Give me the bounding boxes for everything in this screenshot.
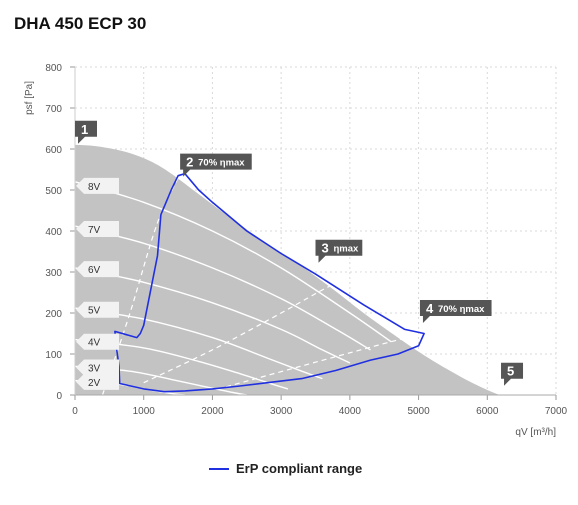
x-tick-label: 0 xyxy=(72,406,78,417)
voltage-curve xyxy=(74,307,323,380)
legend[interactable]: ErP compliant range xyxy=(209,461,362,476)
point-label: 3 ηmax xyxy=(315,239,363,263)
x-tick-label: 7000 xyxy=(545,406,568,417)
voltage-label-text: 7V xyxy=(88,225,101,236)
voltage-label: 7V xyxy=(76,220,119,237)
y-tick-label: 0 xyxy=(56,391,62,402)
x-tick-label: 4000 xyxy=(339,406,362,417)
y-tick-label: 500 xyxy=(45,186,62,197)
y-tick-label: 200 xyxy=(45,309,62,320)
point-label-text: 70% ηmax xyxy=(198,158,245,169)
voltage-curve xyxy=(74,225,371,351)
voltage-label-text: 3V xyxy=(88,364,101,375)
point-label: 2 70% ηmax xyxy=(180,153,252,177)
point-label-tag xyxy=(315,239,363,263)
y-tick-label: 100 xyxy=(45,350,62,361)
point-label-number: 4 xyxy=(426,301,434,316)
point-label-text: ηmax xyxy=(334,244,360,255)
point-label-text: 70% ηmax xyxy=(438,304,485,315)
operating-envelope xyxy=(75,144,501,395)
voltage-curve xyxy=(74,267,351,364)
y-tick-label: 800 xyxy=(45,63,62,74)
voltage-curve xyxy=(74,181,392,343)
point-label-tag xyxy=(501,362,524,386)
voltage-label-text: 4V xyxy=(88,338,101,349)
y-tick-label: 600 xyxy=(45,145,62,156)
point-labels: 1 2 70% ηmax 3 ηmax 4 70% ηmax 5 xyxy=(75,120,524,386)
voltage-label-tag xyxy=(76,333,119,350)
voltage-label: 8V xyxy=(76,177,119,194)
legend-swatch xyxy=(209,467,229,470)
point-label-number: 3 xyxy=(322,241,329,256)
x-tick-label: 6000 xyxy=(476,406,499,417)
legend-label: ErP compliant range xyxy=(236,461,363,476)
voltage-label: 3V xyxy=(76,359,119,376)
voltage-label: 4V xyxy=(76,333,119,350)
axes: 0 100 200 300 400 500 600 700 800 0 1000 2000 3000 40… xyxy=(24,63,568,438)
point-label: 5 xyxy=(501,362,524,386)
voltage-label-tag xyxy=(76,373,119,390)
point-label-number: 2 xyxy=(186,155,193,170)
voltage-label: 6V xyxy=(76,261,119,278)
y-tick-label: 400 xyxy=(45,227,62,238)
x-tick-label: 5000 xyxy=(407,406,430,417)
point-label: 1 xyxy=(75,120,97,144)
voltage-label-tag xyxy=(76,301,119,318)
point-label: 4 70% ηmax xyxy=(419,299,492,323)
voltage-label-tag xyxy=(76,177,119,194)
point-label-tag xyxy=(180,153,252,177)
erp-range xyxy=(114,172,425,393)
x-tick-label: 3000 xyxy=(270,406,293,417)
voltage-curves xyxy=(74,181,392,396)
point-label-tag xyxy=(419,299,492,323)
x-tick-label: 2000 xyxy=(201,406,224,417)
voltage-label-tag xyxy=(76,359,119,376)
voltage-label-text: 6V xyxy=(88,265,101,276)
chart-title: DHA 450 ECP 30 xyxy=(14,14,147,33)
efficiency-line xyxy=(143,271,364,384)
voltage-label: 5V xyxy=(76,301,119,318)
voltage-label-text: 8V xyxy=(88,182,101,193)
point-label-number: 5 xyxy=(507,364,514,379)
y-tick-label: 700 xyxy=(45,104,62,115)
voltage-label-tag xyxy=(76,261,119,278)
x-axis-label: qV [m³/h] xyxy=(515,427,556,438)
voltage-curve xyxy=(74,338,289,390)
point-label-number: 1 xyxy=(81,122,88,137)
operating-area xyxy=(75,144,501,395)
efficiency-line xyxy=(226,332,426,388)
point-label-tag xyxy=(75,120,97,144)
voltage-curve xyxy=(74,365,247,396)
voltage-label-text: 5V xyxy=(88,306,101,317)
voltage-label-text: 2V xyxy=(88,378,101,389)
y-axis-label: psf [Pa] xyxy=(24,81,35,115)
voltage-label: 2V xyxy=(76,373,119,390)
x-tick-label: 1000 xyxy=(133,406,156,417)
y-tick-label: 300 xyxy=(45,268,62,279)
voltage-label-tag xyxy=(76,220,119,237)
erp-range-outline xyxy=(114,172,425,393)
curve-labels: 8V 7V 6V 5V 4V 3V 2V xyxy=(76,177,119,390)
